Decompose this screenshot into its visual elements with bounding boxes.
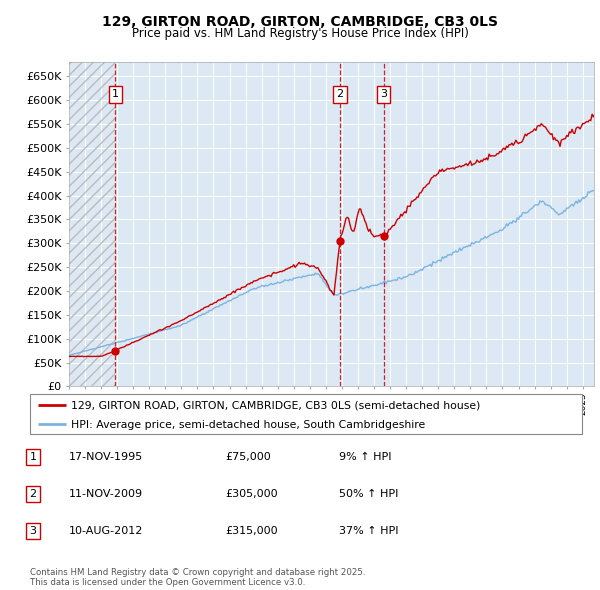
Text: 129, GIRTON ROAD, GIRTON, CAMBRIDGE, CB3 0LS: 129, GIRTON ROAD, GIRTON, CAMBRIDGE, CB3… (102, 15, 498, 29)
Text: 2: 2 (336, 90, 343, 99)
Text: £305,000: £305,000 (225, 489, 278, 499)
Text: 9% ↑ HPI: 9% ↑ HPI (339, 453, 391, 462)
Text: £75,000: £75,000 (225, 453, 271, 462)
Text: 1: 1 (112, 90, 119, 99)
Text: 11-NOV-2009: 11-NOV-2009 (69, 489, 143, 499)
Text: 10-AUG-2012: 10-AUG-2012 (69, 526, 143, 536)
Text: Price paid vs. HM Land Registry's House Price Index (HPI): Price paid vs. HM Land Registry's House … (131, 27, 469, 40)
Text: Contains HM Land Registry data © Crown copyright and database right 2025.
This d: Contains HM Land Registry data © Crown c… (30, 568, 365, 587)
Text: 17-NOV-1995: 17-NOV-1995 (69, 453, 143, 462)
Text: 50% ↑ HPI: 50% ↑ HPI (339, 489, 398, 499)
Text: 1: 1 (29, 453, 37, 462)
Text: 37% ↑ HPI: 37% ↑ HPI (339, 526, 398, 536)
Text: 2: 2 (29, 489, 37, 499)
Text: £315,000: £315,000 (225, 526, 278, 536)
Text: 3: 3 (380, 90, 388, 99)
FancyBboxPatch shape (30, 394, 582, 434)
Text: HPI: Average price, semi-detached house, South Cambridgeshire: HPI: Average price, semi-detached house,… (71, 420, 425, 430)
Text: 3: 3 (29, 526, 37, 536)
Text: 129, GIRTON ROAD, GIRTON, CAMBRIDGE, CB3 0LS (semi-detached house): 129, GIRTON ROAD, GIRTON, CAMBRIDGE, CB3… (71, 401, 481, 411)
